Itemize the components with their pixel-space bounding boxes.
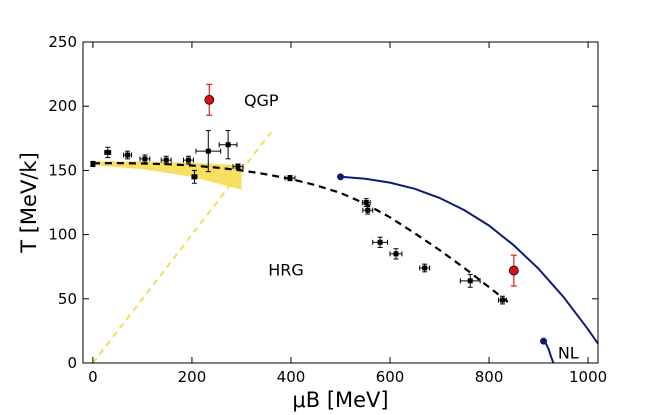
data-point-marker bbox=[235, 164, 241, 170]
x-tick-label: 800 bbox=[475, 368, 504, 386]
x-tick-label: 0 bbox=[88, 368, 98, 386]
data-point-marker bbox=[377, 239, 383, 245]
data-point bbox=[497, 295, 507, 305]
y-tick-label: 250 bbox=[48, 33, 77, 51]
data-point bbox=[459, 273, 481, 288]
yellow-band bbox=[92, 161, 242, 190]
data-point bbox=[232, 163, 244, 170]
data-point bbox=[90, 160, 96, 168]
nuclear-liquid-endpoint bbox=[540, 337, 548, 345]
data-point bbox=[372, 236, 389, 248]
red-data-point bbox=[204, 83, 215, 116]
region-label-qgp: QGP bbox=[244, 91, 279, 110]
data-point-marker bbox=[365, 207, 371, 213]
data-point-marker bbox=[105, 149, 111, 155]
yellow-band-layer bbox=[92, 161, 242, 190]
data-points-layer bbox=[90, 83, 548, 345]
data-point bbox=[419, 263, 431, 273]
y-axis-label: T [MeV/k] bbox=[17, 152, 41, 254]
region-label-nl: NL bbox=[558, 344, 579, 363]
transition-curve-line bbox=[340, 175, 599, 345]
y-tick-label: 150 bbox=[48, 161, 77, 179]
data-point-marker bbox=[191, 174, 197, 180]
data-point bbox=[123, 150, 133, 160]
data-point bbox=[195, 130, 222, 173]
data-point bbox=[104, 146, 112, 159]
red-data-point bbox=[508, 254, 519, 287]
data-point-marker bbox=[163, 157, 169, 163]
data-point-marker bbox=[287, 175, 293, 181]
data-point-marker bbox=[185, 157, 191, 163]
data-point bbox=[191, 169, 198, 184]
data-point-marker bbox=[90, 161, 96, 167]
data-point-marker bbox=[205, 148, 211, 154]
transition-curve-endpoint bbox=[337, 173, 344, 181]
data-point-marker bbox=[499, 297, 505, 303]
x-axis-label: μB [MeV] bbox=[292, 388, 388, 412]
data-point bbox=[389, 248, 403, 260]
x-tick-label: 600 bbox=[376, 368, 405, 386]
data-point-marker bbox=[393, 251, 399, 257]
data-point-marker bbox=[467, 278, 473, 284]
axis-ticks-layer: 0 200 400 600 800 1000 0 50 100 150 200 250 bbox=[48, 33, 607, 386]
data-point bbox=[218, 130, 238, 160]
x-tick-label: 1000 bbox=[569, 368, 607, 386]
y-tick-label: 200 bbox=[48, 97, 77, 115]
data-point-marker bbox=[142, 156, 148, 162]
red-point-marker bbox=[204, 94, 215, 105]
data-point-marker bbox=[225, 142, 231, 148]
data-point-marker bbox=[422, 265, 428, 271]
data-point-marker bbox=[125, 152, 131, 158]
region-label-hrg: HRG bbox=[268, 260, 304, 279]
data-point bbox=[284, 175, 296, 182]
y-tick-label: 0 bbox=[67, 354, 77, 372]
data-point-marker bbox=[363, 200, 369, 205]
data-point bbox=[361, 198, 371, 207]
data-point bbox=[160, 155, 172, 165]
y-tick-label: 50 bbox=[58, 290, 77, 308]
red-point-marker bbox=[508, 265, 519, 276]
plot-frame bbox=[82, 41, 599, 364]
y-tick-label: 100 bbox=[48, 226, 77, 244]
x-tick-label: 400 bbox=[277, 368, 306, 386]
data-point bbox=[183, 155, 194, 165]
data-point bbox=[362, 205, 374, 215]
x-tick-label: 200 bbox=[178, 368, 207, 386]
nuclear-liquid-curve-line bbox=[542, 340, 555, 364]
data-point bbox=[139, 154, 151, 164]
